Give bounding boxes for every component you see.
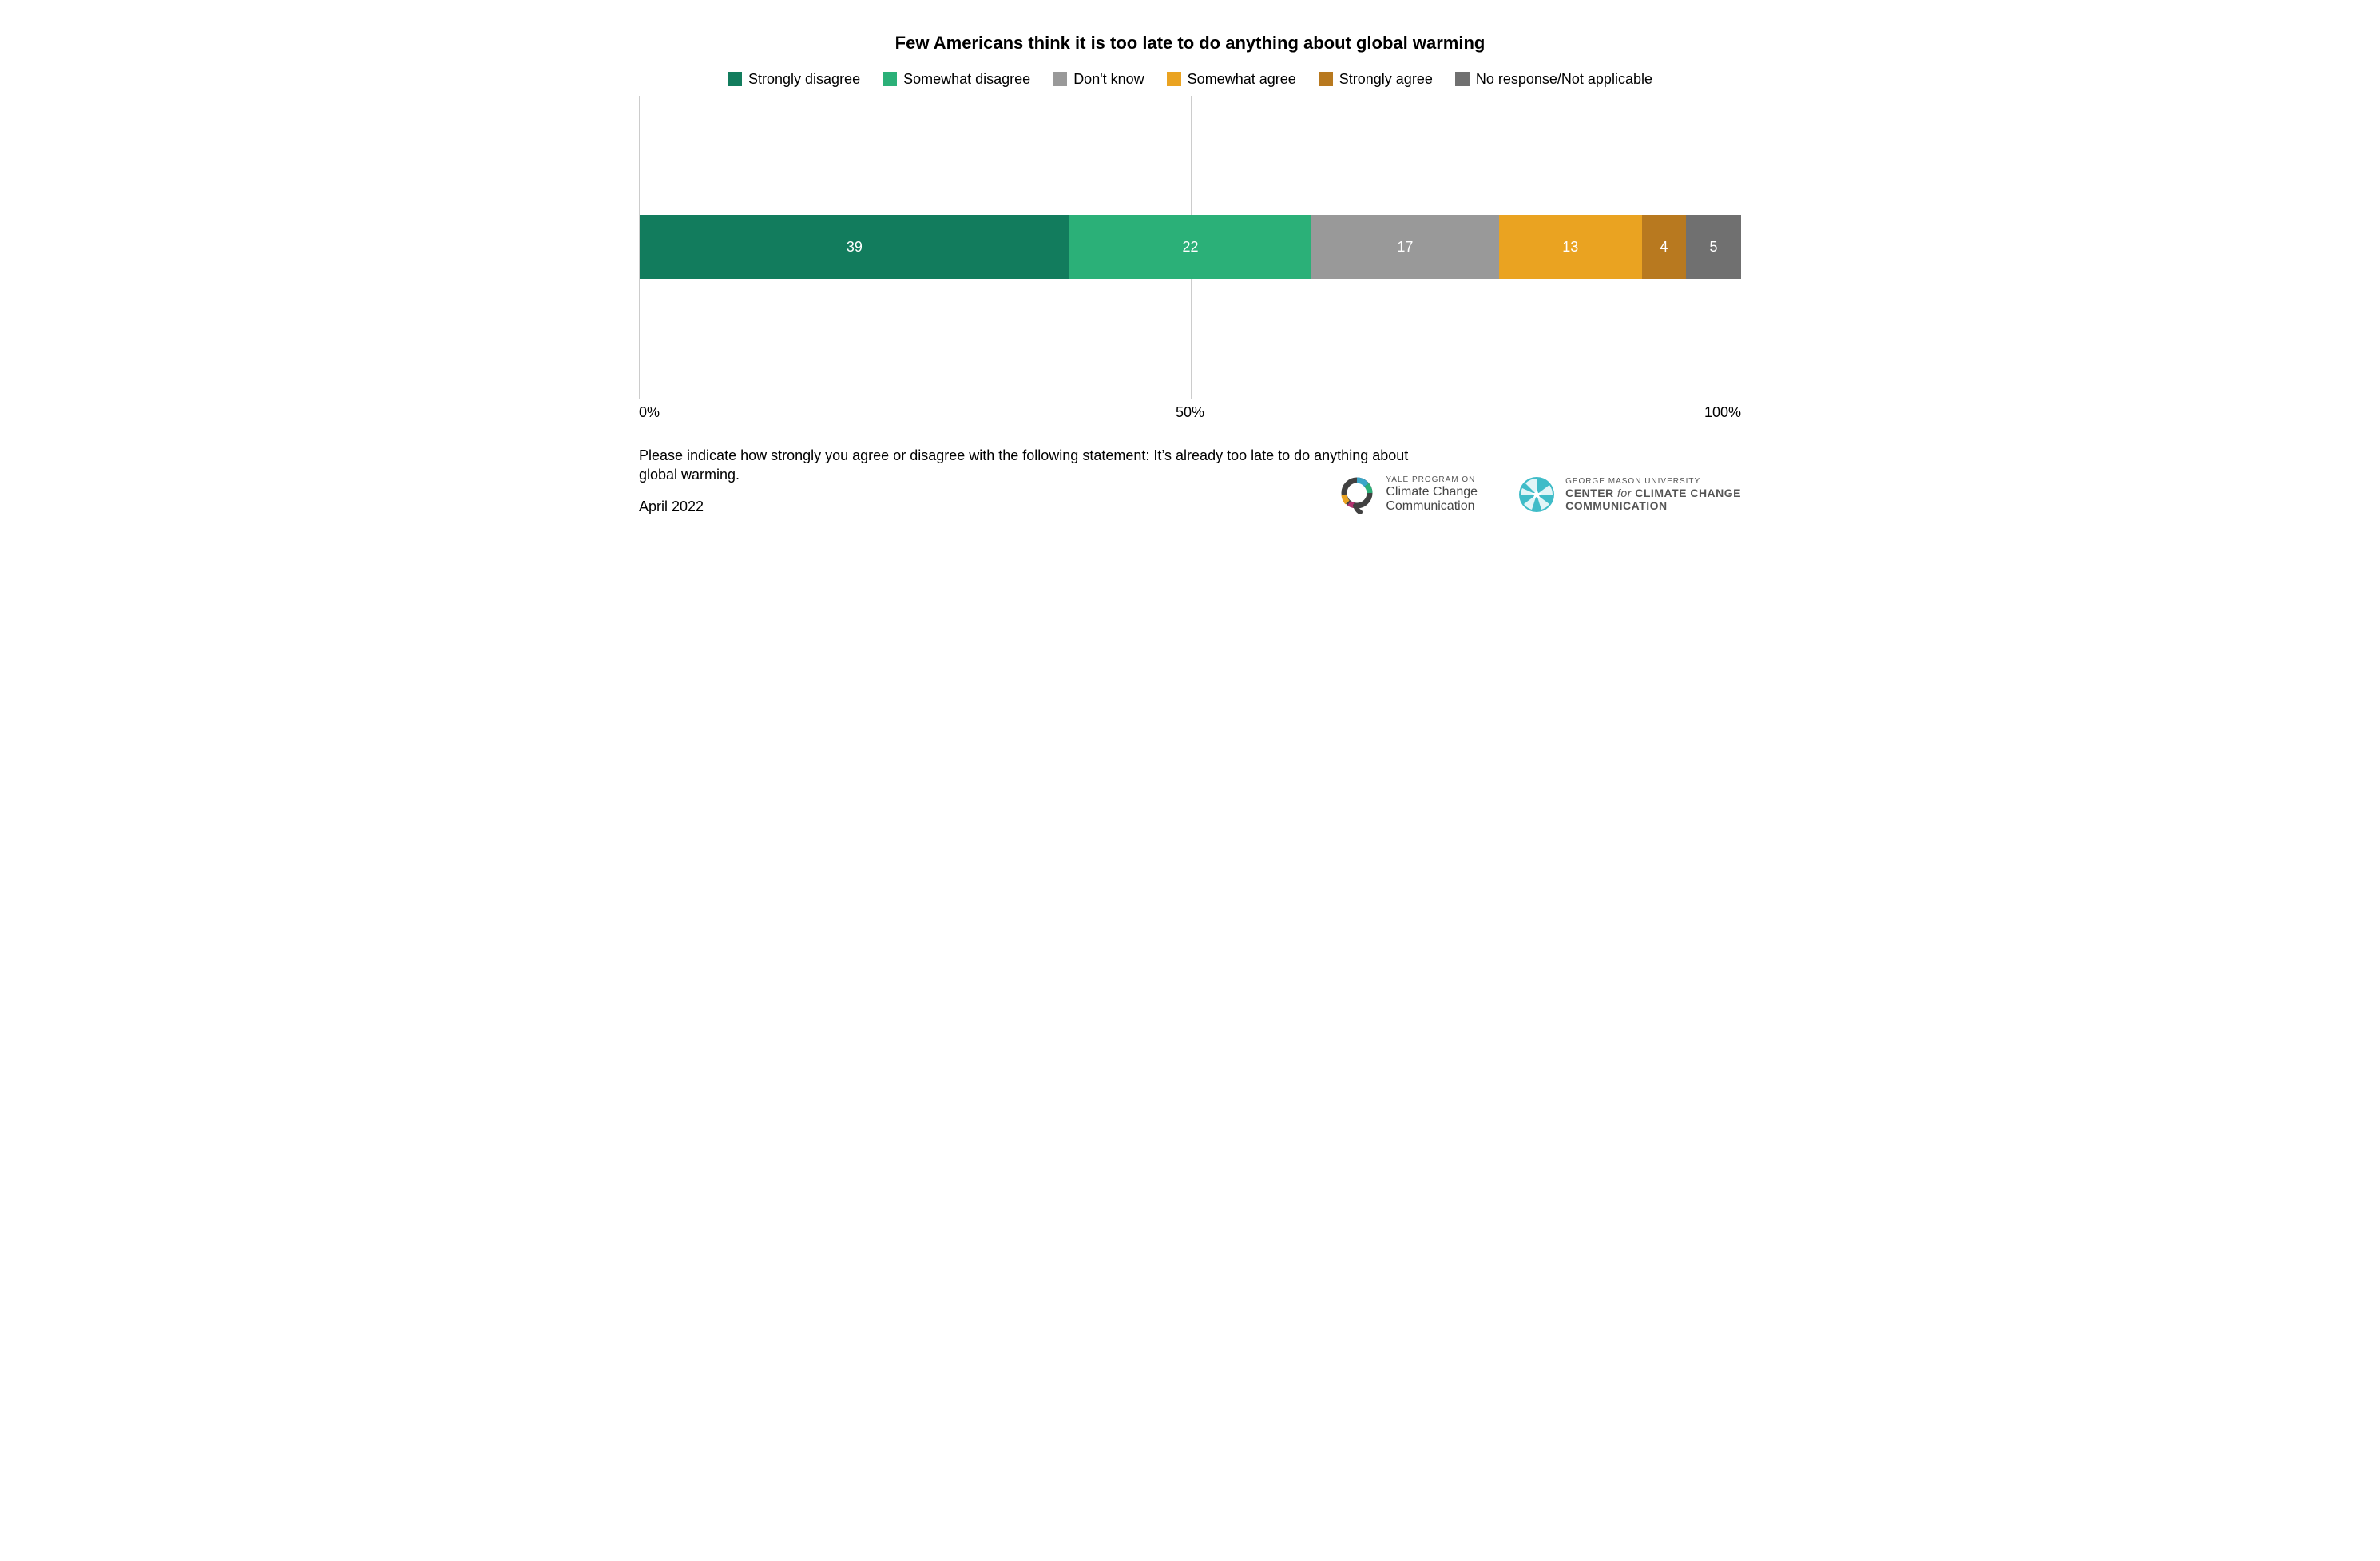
gmu-line3: COMMUNICATION <box>1565 499 1741 512</box>
legend-label: Somewhat agree <box>1188 71 1296 88</box>
chart-title: Few Americans think it is too late to do… <box>851 32 1529 55</box>
plot-area: 3922171345 <box>639 96 1741 399</box>
bar-segment: 5 <box>1686 215 1741 279</box>
legend: Strongly disagree Somewhat disagree Don't … <box>631 71 1749 88</box>
legend-swatch <box>883 72 897 86</box>
legend-swatch <box>1319 72 1333 86</box>
yale-logo-text: YALE PROGRAM ON Climate Change Communica… <box>1386 475 1478 514</box>
yale-logo: YALE PROGRAM ON Climate Change Communica… <box>1338 475 1478 514</box>
legend-item: Somewhat agree <box>1167 71 1296 88</box>
legend-item: Somewhat disagree <box>883 71 1030 88</box>
x-tick-0: 0% <box>639 404 660 421</box>
legend-label: Strongly disagree <box>748 71 860 88</box>
yale-line3: Communication <box>1386 499 1478 514</box>
legend-swatch <box>728 72 742 86</box>
x-tick-50: 50% <box>1176 404 1204 421</box>
gmu-line1: GEORGE MASON UNIVERSITY <box>1565 477 1741 487</box>
x-axis-labels: 0% 50% 100% <box>639 404 1741 423</box>
legend-swatch <box>1455 72 1470 86</box>
bar-segment: 39 <box>640 215 1069 279</box>
legend-label: No response/Not applicable <box>1476 71 1652 88</box>
legend-label: Somewhat disagree <box>903 71 1030 88</box>
gmu-logo: GEORGE MASON UNIVERSITY CENTER for CLIMA… <box>1517 475 1741 514</box>
bar-segment: 4 <box>1642 215 1686 279</box>
bar-segment: 22 <box>1069 215 1311 279</box>
legend-swatch <box>1053 72 1067 86</box>
x-tick-100: 100% <box>1704 404 1741 421</box>
legend-item: Don't know <box>1053 71 1144 88</box>
stacked-bar: 3922171345 <box>640 215 1741 279</box>
attribution-logos: YALE PROGRAM ON Climate Change Communica… <box>639 475 1741 514</box>
yale-line2: Climate Change <box>1386 485 1478 499</box>
legend-item: No response/Not applicable <box>1455 71 1652 88</box>
legend-item: Strongly disagree <box>728 71 860 88</box>
bar-segment: 17 <box>1311 215 1498 279</box>
gmu-logo-icon <box>1517 475 1556 514</box>
yale-logo-icon <box>1338 475 1376 514</box>
legend-swatch <box>1167 72 1181 86</box>
yale-line1: YALE PROGRAM ON <box>1386 475 1478 485</box>
gmu-line2: CENTER for CLIMATE CHANGE <box>1565 487 1741 499</box>
chart-container: Few Americans think it is too late to do… <box>631 32 1749 514</box>
legend-label: Strongly agree <box>1339 71 1433 88</box>
legend-label: Don't know <box>1073 71 1144 88</box>
bar-segment: 13 <box>1499 215 1642 279</box>
gmu-logo-text: GEORGE MASON UNIVERSITY CENTER for CLIMA… <box>1565 477 1741 512</box>
legend-item: Strongly agree <box>1319 71 1433 88</box>
